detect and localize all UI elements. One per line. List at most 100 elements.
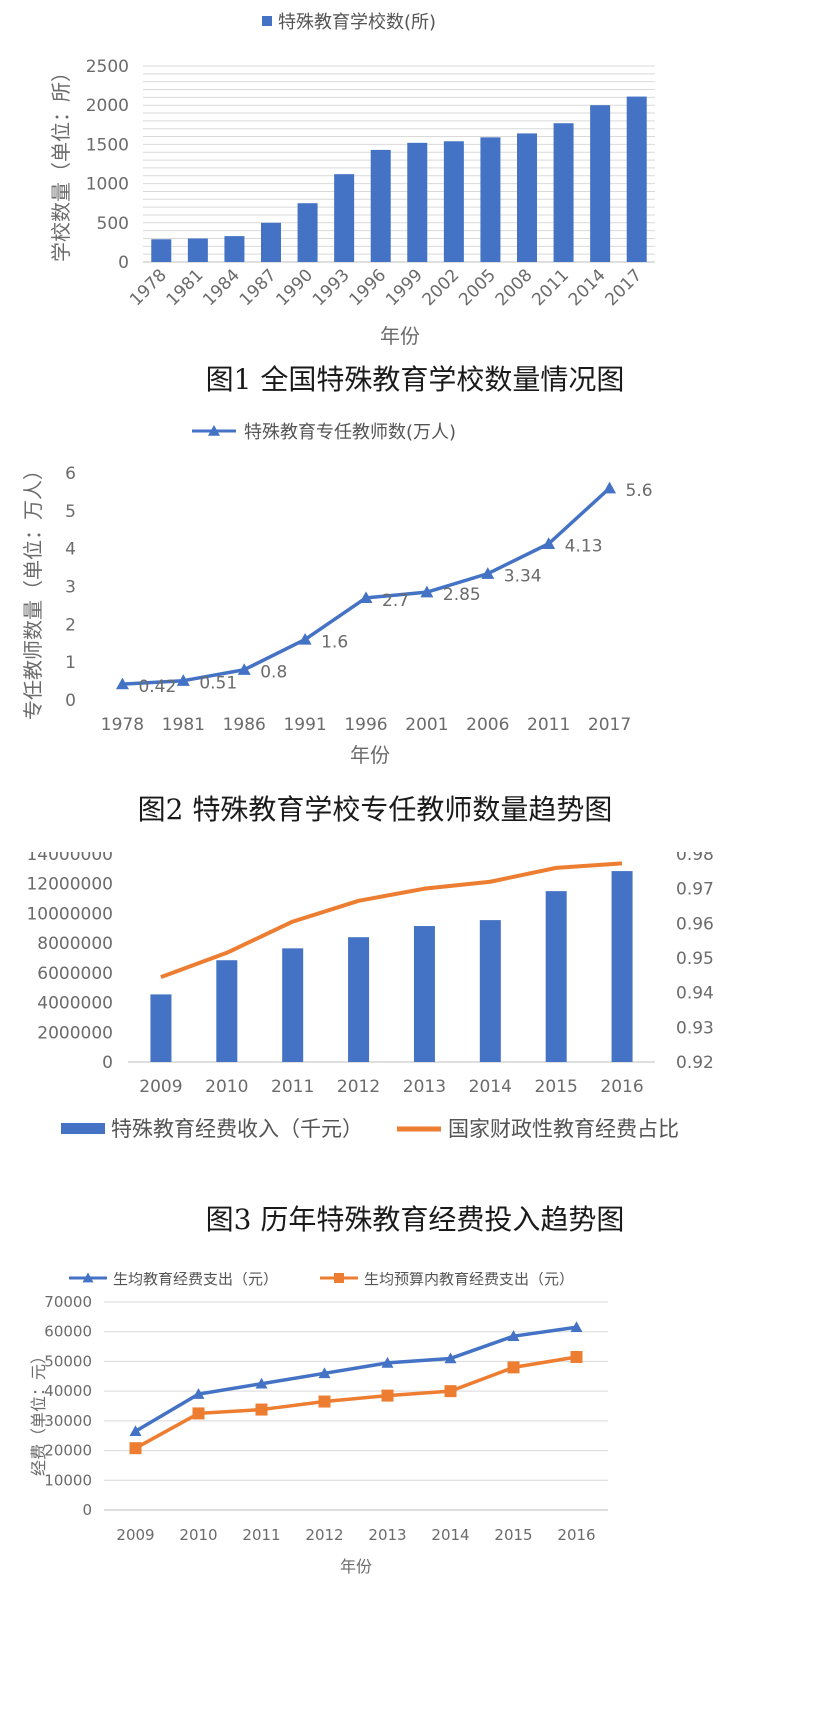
legend-label-budget: 生均预算内教育经费支出（元） bbox=[364, 1272, 574, 1288]
x-tick-label: 1990 bbox=[272, 265, 317, 310]
y-tick-label: 0 bbox=[82, 1501, 92, 1519]
x-tick-label: 2002 bbox=[419, 265, 464, 310]
y-tick-label: 1000 bbox=[86, 175, 129, 195]
y-tick-label: 2500 bbox=[86, 57, 129, 77]
figure3-caption: 图3 历年特殊教育经费投入趋势图 bbox=[205, 1203, 625, 1236]
series-line-total bbox=[134, 1325, 577, 1433]
data-point-total bbox=[192, 1388, 205, 1399]
x-tick-label: 1984 bbox=[199, 265, 244, 310]
data-point bbox=[420, 585, 434, 598]
bar bbox=[590, 105, 611, 262]
y-axis-title: 学校数量（单位：所） bbox=[49, 62, 73, 262]
education-funding-combo-chart: 0 2000000 4000000 6000000 8000000 10000000 120… bbox=[26, 852, 714, 1141]
bar bbox=[216, 960, 238, 1062]
y-tick-label: 1500 bbox=[86, 135, 129, 155]
x-tick-label: 2010 bbox=[205, 1077, 248, 1097]
bar bbox=[297, 203, 318, 262]
y-right-tick-label: 0.95 bbox=[676, 949, 714, 969]
per-student-expenditure-line-chart: 生均教育经费支出（元） 生均预算内教育经费支出（元） 0 10000 20000 3000… bbox=[29, 1272, 608, 1576]
x-tick-label: 2011 bbox=[528, 265, 573, 310]
data-point-budget bbox=[444, 1385, 457, 1398]
data-point-budget bbox=[192, 1407, 205, 1420]
legend-label-total: 生均教育经费支出（元） bbox=[113, 1272, 278, 1288]
data-point-total bbox=[570, 1321, 583, 1333]
y-left-tick-label: 4000000 bbox=[37, 994, 113, 1014]
y-right-tick-label: 0.98 bbox=[676, 852, 714, 865]
y-tick-label: 30000 bbox=[44, 1412, 92, 1430]
x-tick-label: 1978 bbox=[126, 265, 171, 310]
data-point-budget bbox=[381, 1389, 394, 1402]
y-left-tick-label: 8000000 bbox=[37, 934, 113, 954]
y-tick-label: 10000 bbox=[44, 1471, 92, 1489]
y-tick-label: 2 bbox=[65, 615, 76, 635]
bar bbox=[348, 937, 370, 1062]
y-tick-label: 500 bbox=[97, 214, 129, 234]
bar bbox=[151, 239, 172, 262]
bar bbox=[150, 994, 172, 1062]
data-point-total bbox=[444, 1352, 457, 1364]
data-point-total bbox=[129, 1425, 142, 1437]
data-label: 0.51 bbox=[199, 674, 237, 694]
y-tick-label: 6 bbox=[65, 464, 76, 484]
data-point bbox=[603, 481, 617, 494]
y-left-tick-label: 0 bbox=[102, 1053, 113, 1073]
data-label: 2.7 bbox=[382, 591, 409, 611]
data-point bbox=[176, 674, 190, 686]
x-tick-label: 2013 bbox=[368, 1526, 406, 1544]
y-left-tick-label: 6000000 bbox=[37, 964, 113, 984]
y-tick-label: 2000 bbox=[86, 96, 129, 116]
legend-label: 特殊教育专任教师数(万人) bbox=[244, 422, 456, 443]
figure1-caption: 图1 全国特殊教育学校数量情况图 bbox=[205, 363, 625, 396]
x-axis-title: 年份 bbox=[340, 1557, 372, 1576]
y-tick-label: 20000 bbox=[44, 1442, 92, 1460]
data-label: 0.8 bbox=[260, 663, 287, 683]
y-tick-label: 0 bbox=[118, 253, 129, 273]
data-label: 5.6 bbox=[626, 481, 653, 501]
legend-marker-total bbox=[82, 1272, 94, 1283]
y-tick-label: 50000 bbox=[44, 1352, 92, 1370]
bar bbox=[479, 920, 501, 1062]
data-point-total bbox=[381, 1356, 394, 1368]
x-tick-label: 1996 bbox=[344, 715, 387, 735]
figure2-caption: 图2 特殊教育学校专任教师数量趋势图 bbox=[137, 793, 613, 826]
x-tick-label: 2008 bbox=[492, 265, 537, 310]
x-tick-label: 2016 bbox=[557, 1526, 595, 1544]
data-point-total bbox=[255, 1377, 268, 1389]
data-point-budget bbox=[255, 1403, 268, 1416]
y-right-tick-label: 0.94 bbox=[676, 984, 714, 1004]
data-point bbox=[115, 677, 129, 690]
x-tick-label: 1981 bbox=[162, 715, 205, 735]
x-tick-label: 1986 bbox=[223, 715, 266, 735]
y-left-tick-label: 14000000 bbox=[26, 852, 113, 865]
y-left-tick-label: 10000000 bbox=[26, 904, 113, 924]
legend-label: 特殊教育学校数(所) bbox=[278, 12, 436, 33]
x-tick-label: 2011 bbox=[242, 1526, 280, 1544]
bar bbox=[407, 142, 428, 262]
data-point-budget bbox=[129, 1442, 142, 1455]
ratio-line bbox=[160, 861, 623, 979]
teacher-count-line-chart: 特殊教育专任教师数(万人) 0 1 2 3 4 5 6 0.42 1978 0.51 1981 0.8 1… bbox=[21, 422, 653, 767]
x-tick-label: 2014 bbox=[565, 265, 610, 310]
bar bbox=[553, 123, 574, 263]
data-label: 2.85 bbox=[443, 585, 481, 605]
data-point bbox=[542, 537, 556, 549]
school-count-bar-chart: 特殊教育学校数(所)050010001500200025001978198119… bbox=[49, 12, 655, 348]
legend-marker bbox=[208, 425, 220, 436]
x-tick-label: 2011 bbox=[271, 1077, 314, 1097]
data-point-total bbox=[507, 1330, 520, 1341]
data-point bbox=[359, 591, 373, 604]
data-point-total bbox=[318, 1367, 331, 1379]
legend-swatch-bar bbox=[61, 1123, 105, 1134]
y-tick-label: 1 bbox=[65, 653, 76, 673]
y-left-tick-label: 12000000 bbox=[26, 875, 113, 895]
data-label: 4.13 bbox=[565, 537, 603, 557]
y-right-tick-label: 0.92 bbox=[676, 1053, 714, 1073]
x-tick-label: 2012 bbox=[305, 1526, 343, 1544]
bar bbox=[261, 222, 281, 262]
legend-swatch bbox=[262, 16, 272, 26]
data-point bbox=[298, 632, 312, 645]
x-tick-label: 1993 bbox=[309, 265, 354, 310]
x-tick-label: 1978 bbox=[101, 715, 144, 735]
x-tick-label: 1996 bbox=[346, 265, 391, 310]
y-tick-label: 0 bbox=[65, 691, 76, 711]
